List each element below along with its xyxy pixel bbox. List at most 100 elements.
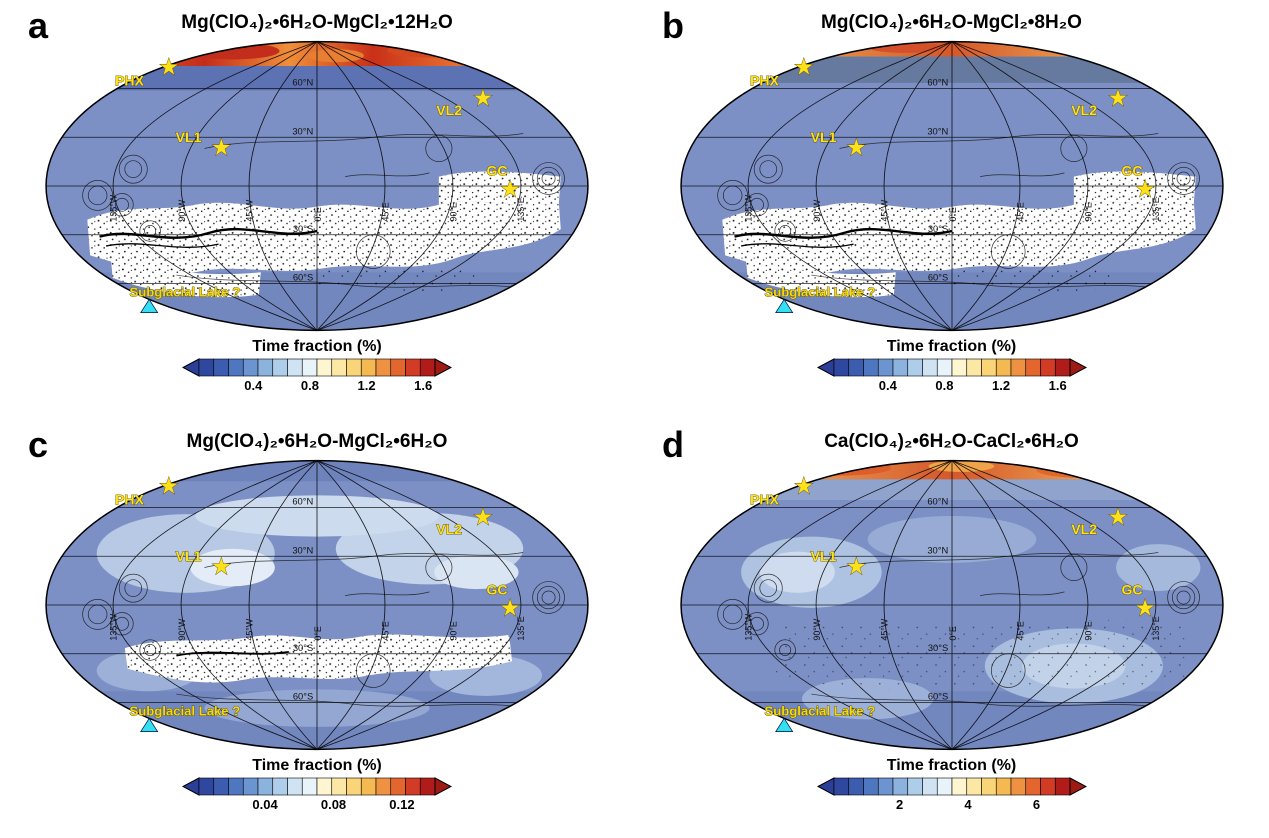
vl2-star-icon: ★ xyxy=(1107,504,1127,529)
colorbar-segment xyxy=(242,358,259,377)
colorbar-svg xyxy=(816,777,1087,796)
vl1-label: VL1 xyxy=(176,129,202,145)
subglacial-lake-triangle-icon xyxy=(774,717,793,732)
colorbar-label: Time fraction (%) xyxy=(886,757,1017,774)
colorbar-left-arrow xyxy=(181,777,200,796)
colorbar-segment xyxy=(301,777,318,796)
colorbar-segment xyxy=(331,358,347,377)
lon-label-45w: 45°W xyxy=(244,199,254,221)
colorbar-segment xyxy=(892,777,908,796)
subglacial-lake-triangle-icon xyxy=(140,298,159,313)
colorbar-left-arrow xyxy=(816,777,834,796)
subglacial-lake-label: Subglacial Lake ? xyxy=(130,704,241,719)
colorbar-segment xyxy=(995,358,1011,377)
colorbar-segment xyxy=(346,358,362,377)
colorbar-svg xyxy=(181,777,453,796)
colorbar-segment xyxy=(936,777,952,796)
phx-label: PHX xyxy=(115,492,145,508)
colorbar-segment xyxy=(198,777,215,796)
panel-a: a Mg(ClO₄)₂•6H₂O-MgCl₂•12H₂O xyxy=(0,0,634,419)
colorbar-segment xyxy=(228,777,244,796)
colorbar-segment xyxy=(980,358,997,377)
colorbar-tick-label: 1.6 xyxy=(1048,378,1067,393)
colorbar-segment xyxy=(1024,777,1041,796)
lon-label-135e: 135°E xyxy=(1151,197,1161,221)
colorbar-segment xyxy=(405,777,421,796)
lon-label-0e: 0°E xyxy=(947,207,957,221)
gc-label: GC xyxy=(486,582,507,598)
mars-map-svg: 60°N 30°N 30°S 60°S 135°W 90°W 45°W 0°E … xyxy=(679,40,1224,332)
panel-title: Ca(ClO₄)₂•6H₂O-CaCl₂•6H₂O xyxy=(824,431,1079,452)
lon-label-45w: 45°W xyxy=(879,199,889,221)
mars-map: 60°N 30°N 30°S 60°S 135°W 90°W 45°W 0°E … xyxy=(657,36,1247,336)
mars-map: 60°N 30°N 30°S 60°S 135°W 90°W 45°W 0°E … xyxy=(22,455,612,755)
gc-star-icon: ★ xyxy=(1135,176,1155,201)
graticule xyxy=(681,41,1222,331)
panel-c: c Mg(ClO₄)₂•6H₂O-MgCl₂•6H₂O xyxy=(0,419,634,838)
colorbar xyxy=(181,777,453,796)
vl2-label: VL2 xyxy=(1071,102,1097,118)
phx-star-icon: ★ xyxy=(159,54,179,79)
map-outline xyxy=(45,459,589,751)
colorbar-tick-label: 1.2 xyxy=(357,378,376,393)
phx-label: PHX xyxy=(750,492,780,508)
lat-label-30s: 30°S xyxy=(927,643,947,653)
vl1-star-icon: ★ xyxy=(846,135,866,160)
colorbar-tick-label: 0.8 xyxy=(300,378,319,393)
lon-label-90w: 90°W xyxy=(811,199,821,221)
site-markers: ★ PHX ★ VL2 ★ VL1 ★ GC Subglacial Lake ? xyxy=(749,54,1155,313)
colorbar-right-arrow xyxy=(434,358,453,377)
colorbar-tick-label: 1.6 xyxy=(414,378,433,393)
equatorial-white-band xyxy=(721,171,1196,298)
colorbar-segment xyxy=(1010,777,1026,796)
colorbar-segment xyxy=(951,777,967,796)
colorbar-left-arrow xyxy=(816,358,834,377)
panel-title: Mg(ClO₄)₂•6H₂O-MgCl₂•12H₂O xyxy=(181,12,453,33)
lon-label-135e: 135°E xyxy=(516,197,526,221)
lon-label-90w: 90°W xyxy=(177,199,187,221)
colorbar-segment xyxy=(965,777,982,796)
colorbar-tick-label: 6 xyxy=(1032,797,1041,812)
panel-letter: b xyxy=(662,5,684,46)
mars-map-svg: 60°N 30°N 30°S 60°S 135°W 90°W 45°W 0°E … xyxy=(679,459,1224,751)
colorbar-segment xyxy=(198,358,215,377)
lon-label-45e: 45°E xyxy=(380,202,390,221)
lat-label-60n: 60°N xyxy=(927,497,948,507)
colorbar-label: Time fraction (%) xyxy=(886,338,1017,355)
lon-label-90e: 90°E xyxy=(449,202,459,221)
lon-label-0e: 0°E xyxy=(947,626,957,641)
panel-letter: c xyxy=(28,424,49,465)
gc-star-icon: ★ xyxy=(500,595,520,620)
graticule-labels: 60°N 30°N 30°S 60°S 135°W 90°W 45°W 0°E … xyxy=(108,497,526,702)
vl2-star-icon: ★ xyxy=(473,85,493,110)
lat-label-30n: 30°N xyxy=(927,545,948,555)
colorbar-segment xyxy=(877,358,893,377)
colorbar-segment xyxy=(405,358,421,377)
colorbar-tick-label: 0.04 xyxy=(252,797,278,812)
colorbar-segment xyxy=(833,777,849,796)
lon-label-45e: 45°E xyxy=(1015,621,1025,640)
colorbar-segment xyxy=(1054,358,1070,377)
colorbar-segment xyxy=(1054,777,1070,796)
lon-label-90e: 90°E xyxy=(1083,621,1093,640)
vl1-label: VL1 xyxy=(176,548,202,564)
colorbar-segment xyxy=(906,358,923,377)
colorbar-segment xyxy=(419,777,436,796)
speckle-texture xyxy=(773,619,1186,690)
topography-contours xyxy=(716,133,1200,288)
colorbar-tick-label: 1.2 xyxy=(992,378,1011,393)
panel-d: d Ca(ClO₄)₂•6H₂O-CaCl₂•6H₂O xyxy=(634,419,1269,838)
subglacial-lake-label: Subglacial Lake ? xyxy=(130,285,241,300)
map-outline xyxy=(679,40,1224,332)
colorbar-segment xyxy=(390,358,406,377)
colorbar-right-arrow xyxy=(434,777,453,796)
subglacial-lake-triangle-icon xyxy=(774,298,793,313)
colorbar-segment xyxy=(980,777,997,796)
colorbar xyxy=(816,358,1087,377)
colorbar-ticks: 0.04 0.08 0.12 xyxy=(182,797,452,813)
lat-label-60s: 60°S xyxy=(293,273,313,283)
lat-label-30s: 30°S xyxy=(927,224,947,234)
lat-label-60s: 60°S xyxy=(927,692,947,702)
colorbar-ticks: 0.4 0.8 1.2 1.6 xyxy=(817,378,1087,394)
colorbar-segment xyxy=(228,358,244,377)
